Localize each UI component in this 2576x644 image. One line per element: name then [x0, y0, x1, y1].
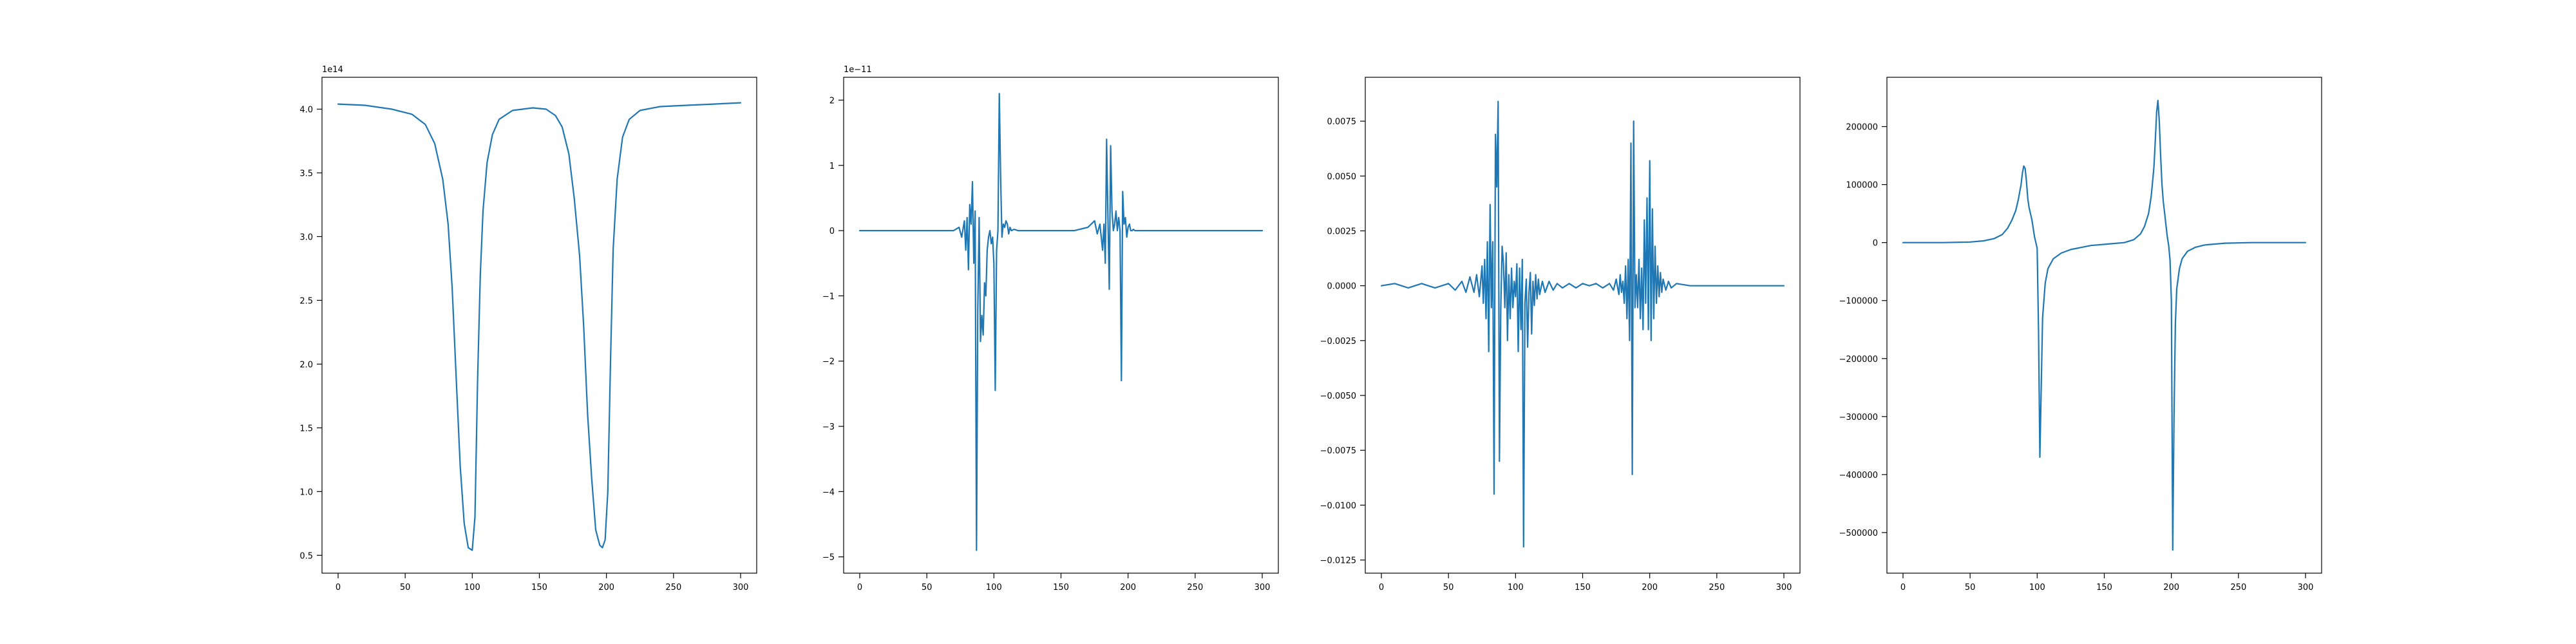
- y-tick-label: −300000: [1839, 413, 1878, 422]
- x-tick-label: 300: [2298, 583, 2314, 592]
- y-tick-label: 0.0025: [1327, 227, 1357, 236]
- y-tick-label: −200000: [1839, 355, 1878, 365]
- x-tick-label: 50: [922, 583, 933, 592]
- x-tick-label: 150: [531, 583, 547, 592]
- y-tick-label: −400000: [1839, 471, 1878, 480]
- x-tick-label: 200: [1120, 583, 1136, 592]
- y-tick-label: −0.0075: [1320, 446, 1356, 456]
- y-tick-label: 100000: [1846, 181, 1878, 191]
- series-line: [858, 93, 1264, 551]
- y-tick-label: −0.0025: [1320, 337, 1356, 346]
- x-tick-label: 100: [464, 583, 480, 592]
- y-tick-label: −1: [822, 292, 835, 301]
- x-tick-label: 100: [1508, 583, 1524, 592]
- y-tick-label: 0.0000: [1327, 282, 1357, 292]
- chart-3: 0 50 100 150 200 250 300 −0.0125 −0.0100 −0.0075 −…: [1320, 77, 1801, 592]
- x-tick-label: 100: [986, 583, 1002, 592]
- series-line: [337, 102, 742, 551]
- x-tick-label: 0: [1900, 583, 1906, 592]
- y-tick-label: −3: [822, 422, 835, 432]
- x-tick-label: 50: [400, 583, 411, 592]
- y-tick-label: 0: [829, 227, 835, 236]
- y-tick-label: 2.5: [299, 296, 313, 306]
- x-tick-label: 150: [1575, 583, 1591, 592]
- y-tick-label: 4.0: [299, 105, 313, 115]
- chart-2: 0 50 100 150 200 250 300 −5 −4 −3 −2 −1 0 1 2 1e−11: [822, 65, 1279, 592]
- x-tick-label: 250: [2230, 583, 2246, 592]
- x-tick-label: 250: [1709, 583, 1725, 592]
- y-tick-label: −500000: [1839, 529, 1878, 538]
- y-tick-label: −4: [822, 488, 835, 497]
- y-tick-label: 0: [1873, 239, 1878, 249]
- chart-4: 0 50 100 150 200 250 300 −500000 −400000 −300000 −…: [1839, 77, 2322, 592]
- axes-frame: [843, 77, 1279, 574]
- x-tick-label: 300: [1255, 583, 1271, 592]
- x-tick-label: 150: [2096, 583, 2112, 592]
- y-tick-label: 3.0: [299, 232, 313, 242]
- y-tick-label: −0.0100: [1320, 501, 1356, 511]
- x-tick-label: 150: [1053, 583, 1069, 592]
- x-tick-label: 50: [1443, 583, 1454, 592]
- axes-frame: [321, 77, 757, 574]
- y-tick-label: 0.5: [299, 551, 313, 561]
- series-line: [1902, 99, 2307, 551]
- y-tick-label: 200000: [1846, 123, 1878, 133]
- y-tick-label: −2: [822, 357, 835, 367]
- y-tick-label: 0.0075: [1327, 117, 1357, 127]
- x-tick-label: 0: [1379, 583, 1384, 592]
- x-tick-label: 250: [1187, 583, 1203, 592]
- y-tick-label: 0.0050: [1327, 172, 1357, 182]
- x-tick-label: 200: [1642, 583, 1658, 592]
- y-tick-label: 1.0: [299, 488, 313, 497]
- y-tick-label: −0.0125: [1320, 556, 1356, 566]
- axes-frame: [1365, 77, 1801, 574]
- y-tick-label: −0.0050: [1320, 392, 1356, 401]
- chart-1: 0 50 100 150 200 250 300 0.5 1.0 1.5 2.0 2.5 3.0 3.5 4…: [299, 65, 757, 592]
- x-tick-label: 300: [733, 583, 749, 592]
- x-tick-label: 250: [665, 583, 681, 592]
- x-tick-label: 50: [1965, 583, 1976, 592]
- y-tick-label: −100000: [1839, 297, 1878, 307]
- x-tick-label: 200: [2163, 583, 2179, 592]
- y-tick-label: 2.0: [299, 360, 313, 370]
- y-tick-label: −5: [822, 553, 835, 563]
- series-line: [1380, 100, 1785, 548]
- axis-offset-label: 1e−11: [844, 65, 872, 75]
- x-tick-label: 100: [2029, 583, 2045, 592]
- x-tick-label: 0: [336, 583, 341, 592]
- y-tick-label: 1.5: [299, 424, 313, 433]
- x-tick-label: 0: [857, 583, 862, 592]
- y-tick-label: 1: [829, 162, 835, 171]
- x-tick-label: 200: [598, 583, 614, 592]
- x-tick-label: 300: [1776, 583, 1792, 592]
- axes-frame: [1886, 77, 2322, 574]
- y-tick-label: 2: [829, 96, 835, 106]
- y-tick-label: 3.5: [299, 169, 313, 178]
- axis-offset-label: 1e14: [322, 65, 343, 75]
